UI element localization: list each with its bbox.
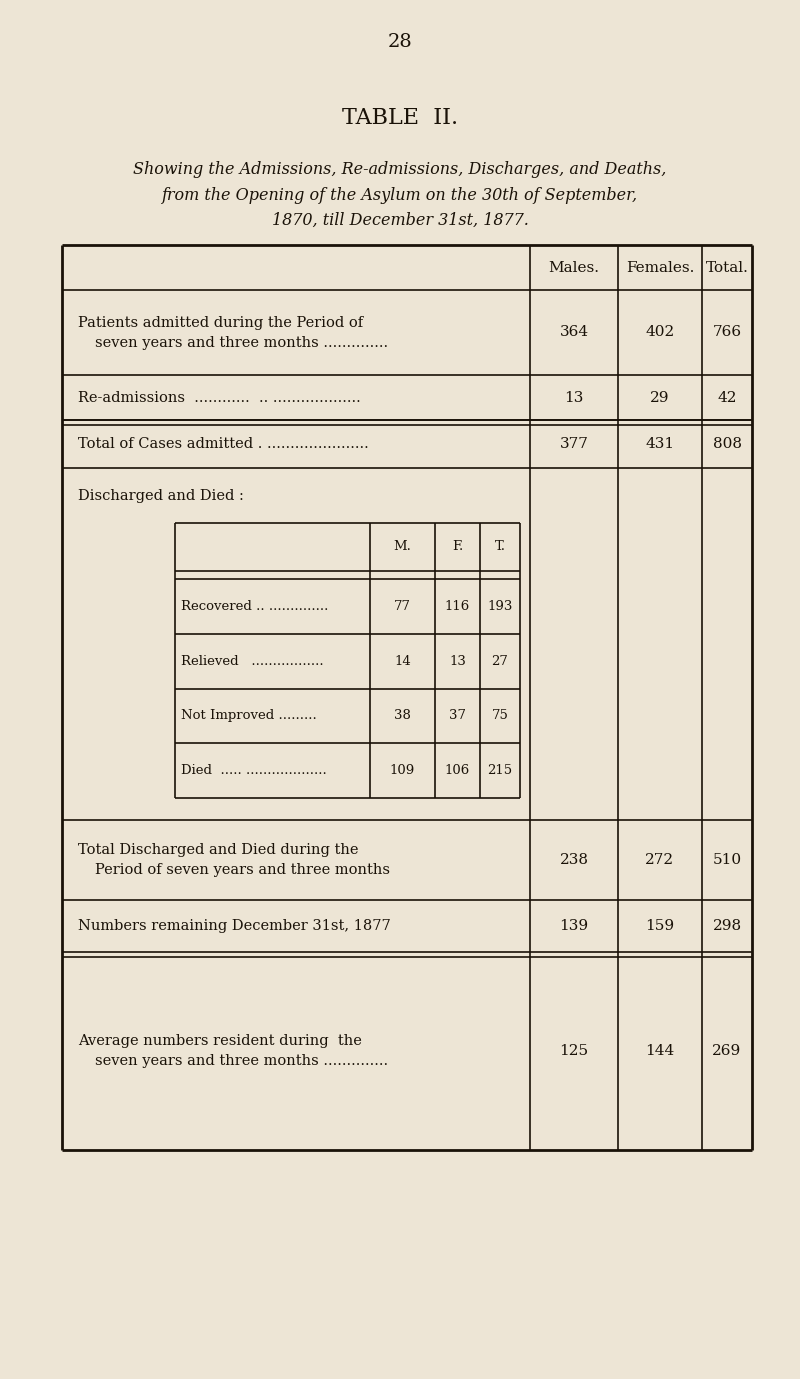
- Text: 510: 510: [713, 854, 742, 867]
- Text: from the Opening of the Asylum on the 30th of September,: from the Opening of the Asylum on the 30…: [162, 188, 638, 204]
- Text: Total.: Total.: [706, 261, 749, 274]
- Text: Average numbers resident during  the: Average numbers resident during the: [78, 1034, 362, 1048]
- Text: Died  ..... ...................: Died ..... ...................: [181, 764, 326, 778]
- Text: 13: 13: [449, 655, 466, 667]
- Text: Recovered .. ..............: Recovered .. ..............: [181, 600, 328, 612]
- Text: 298: 298: [713, 918, 742, 934]
- Text: 77: 77: [394, 600, 411, 612]
- Text: 42: 42: [718, 390, 737, 404]
- Text: Numbers remaining December 31st, 1877: Numbers remaining December 31st, 1877: [78, 918, 390, 934]
- Text: Re-admissions  ............  .. ...................: Re-admissions ............ .. ..........…: [78, 390, 361, 404]
- Text: T.: T.: [494, 541, 506, 553]
- Text: Relieved   .................: Relieved .................: [181, 655, 324, 667]
- Text: 766: 766: [713, 325, 742, 339]
- Text: 109: 109: [390, 764, 415, 778]
- Text: 1870, till December 31st, 1877.: 1870, till December 31st, 1877.: [271, 211, 529, 229]
- Text: 144: 144: [646, 1044, 674, 1058]
- Text: 238: 238: [559, 854, 589, 867]
- Text: 402: 402: [646, 325, 674, 339]
- Text: 808: 808: [713, 437, 742, 451]
- Text: Females.: Females.: [626, 261, 694, 274]
- Text: Showing the Admissions, Re-admissions, Discharges, and Deaths,: Showing the Admissions, Re-admissions, D…: [134, 161, 666, 178]
- Text: 27: 27: [491, 655, 509, 667]
- Text: TABLE  II.: TABLE II.: [342, 108, 458, 130]
- Text: 38: 38: [394, 709, 411, 723]
- Text: 215: 215: [487, 764, 513, 778]
- Text: 14: 14: [394, 655, 411, 667]
- Text: 116: 116: [445, 600, 470, 612]
- Text: 364: 364: [559, 325, 589, 339]
- Text: 139: 139: [559, 918, 589, 934]
- Text: 29: 29: [650, 390, 670, 404]
- Text: F.: F.: [452, 541, 463, 553]
- Text: 125: 125: [559, 1044, 589, 1058]
- Text: 431: 431: [646, 437, 674, 451]
- Text: seven years and three months ..............: seven years and three months ...........…: [95, 1054, 388, 1067]
- Text: Not Improved .........: Not Improved .........: [181, 709, 317, 723]
- Text: Period of seven years and three months: Period of seven years and three months: [95, 863, 390, 877]
- Text: Males.: Males.: [549, 261, 599, 274]
- Text: Patients admitted during the Period of: Patients admitted during the Period of: [78, 316, 363, 330]
- Text: 106: 106: [445, 764, 470, 778]
- Text: 272: 272: [646, 854, 674, 867]
- Text: seven years and three months ..............: seven years and three months ...........…: [95, 335, 388, 349]
- Text: 13: 13: [564, 390, 584, 404]
- Text: 269: 269: [712, 1044, 742, 1058]
- Text: 75: 75: [491, 709, 509, 723]
- Text: 28: 28: [388, 33, 412, 51]
- Text: M.: M.: [394, 541, 411, 553]
- Text: 159: 159: [646, 918, 674, 934]
- Text: Discharged and Died :: Discharged and Died :: [78, 490, 244, 503]
- Text: 37: 37: [449, 709, 466, 723]
- Text: Total of Cases admitted . ......................: Total of Cases admitted . ..............…: [78, 437, 369, 451]
- Text: 193: 193: [487, 600, 513, 612]
- Text: Total Discharged and Died during the: Total Discharged and Died during the: [78, 843, 358, 856]
- Text: 377: 377: [559, 437, 589, 451]
